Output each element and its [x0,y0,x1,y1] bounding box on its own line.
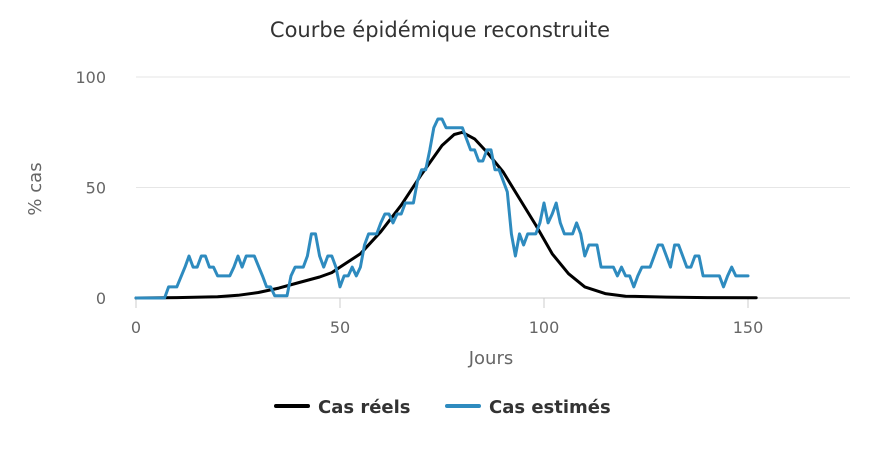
legend-label: Cas estimés [489,397,611,418]
x-tick-label: 150 [733,318,764,337]
legend-label: Cas réels [318,397,411,418]
series-lines [134,117,758,300]
x-tick-label: 0 [131,318,141,337]
legend: Cas réels Cas estimés [274,397,611,418]
chart-title: Courbe épidémique reconstruite [270,18,610,42]
y-tick-label: 100 [75,68,106,87]
series-line-cas-estimes [134,117,750,300]
x-tick-label: 100 [529,318,560,337]
y-tick-label: 0 [96,289,106,308]
x-axis-label: Jours [468,348,514,369]
y-axis-label: % cas [25,162,46,215]
gridlines [136,76,850,188]
series-line-cas-reels [134,130,758,300]
y-tick-label: 50 [86,179,106,198]
x-tick-label: 50 [330,318,350,337]
